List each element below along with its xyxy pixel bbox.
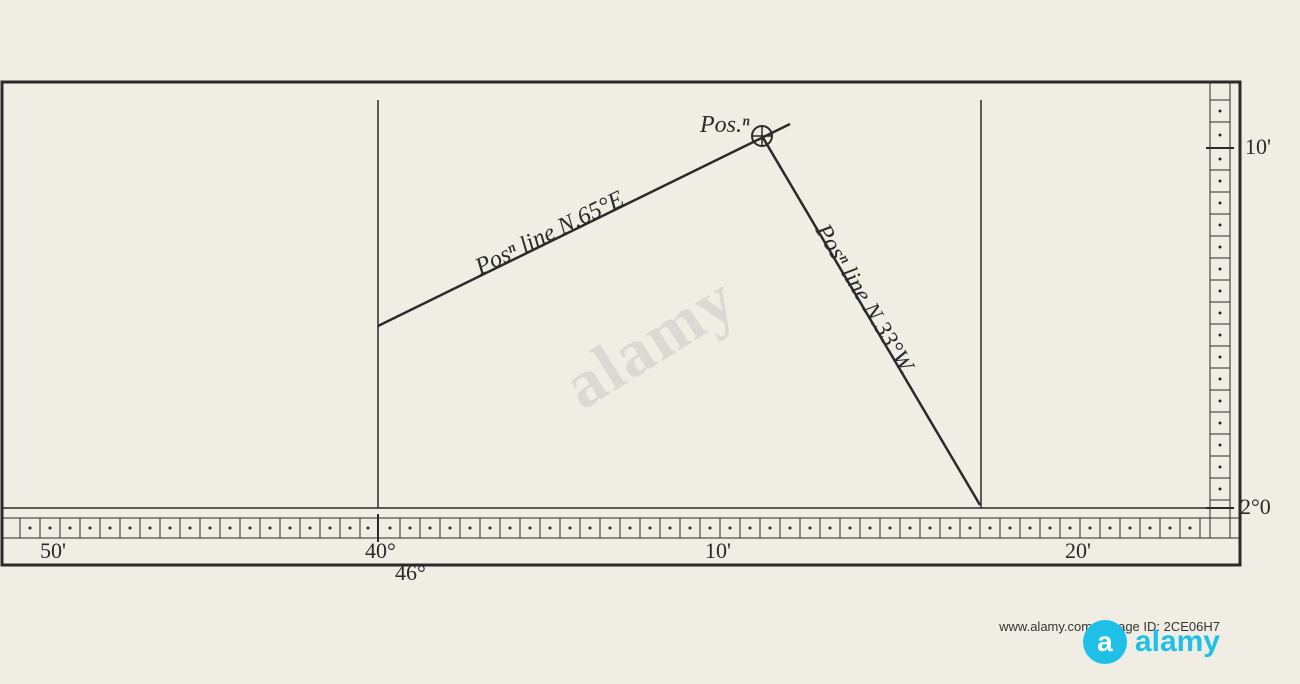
chart-svg: Posⁿ line N.65°E Posⁿ line N.33°W. Pos.ⁿ… bbox=[0, 40, 1270, 580]
x-tick-10: 10' bbox=[705, 538, 731, 563]
alamy-logo-icon: a bbox=[1083, 620, 1127, 664]
outer-frame bbox=[2, 82, 1240, 565]
navigation-chart: Posⁿ line N.65°E Posⁿ line N.33°W. Pos.ⁿ… bbox=[0, 40, 1270, 580]
line-label-n33w: Posⁿ line N.33°W. bbox=[809, 219, 920, 380]
x-tick-40: 40° bbox=[365, 538, 396, 563]
x-axis-scale bbox=[2, 514, 1240, 542]
x-tick-50: 50' bbox=[40, 538, 66, 563]
x-tick-20: 20' bbox=[1065, 538, 1091, 563]
line-label-n65e: Posⁿ line N.65°E bbox=[470, 186, 628, 281]
y-tick-20: 2°0' bbox=[1240, 494, 1270, 519]
y-tick-10: 10' bbox=[1245, 134, 1270, 159]
alamy-logo: a alamy bbox=[1083, 620, 1220, 664]
alamy-logo-text: alamy bbox=[1135, 625, 1220, 659]
position-label: Pos.ⁿ bbox=[699, 112, 750, 138]
x-below-46: 46° bbox=[395, 560, 426, 580]
y-axis-scale bbox=[1206, 82, 1234, 538]
